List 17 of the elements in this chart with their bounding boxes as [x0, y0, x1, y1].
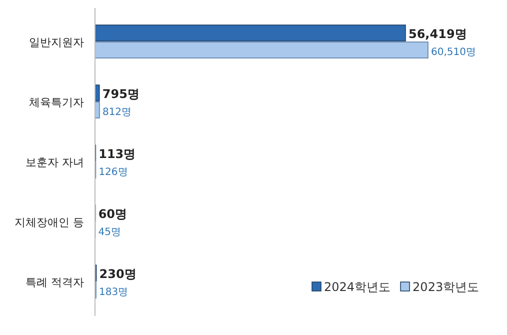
data-label: 126명 [98, 167, 128, 178]
data-label: 795명 [102, 87, 140, 101]
data-label: 230명 [99, 267, 136, 281]
y-tick-label: 체육특기자 [29, 96, 84, 109]
data-label: 812명 [102, 107, 132, 118]
y-tick-label: 보훈자 자녀 [26, 156, 84, 169]
y-tick-label: 일반지원자 [29, 36, 84, 49]
legend-label: 2023학년도 [412, 280, 480, 294]
legend-label: 2024학년도 [324, 280, 391, 294]
y-tick-label: 지체장애인 등 [14, 216, 84, 229]
data-label: 45명 [98, 227, 121, 238]
y-tick-label: 특례 적격자 [26, 276, 84, 289]
data-label: 183명 [99, 287, 128, 298]
data-label: 60,510명 [431, 47, 476, 58]
data-label: 113명 [98, 147, 136, 161]
data-label: 60명 [98, 207, 128, 221]
data-label: 56,419명 [408, 27, 467, 41]
